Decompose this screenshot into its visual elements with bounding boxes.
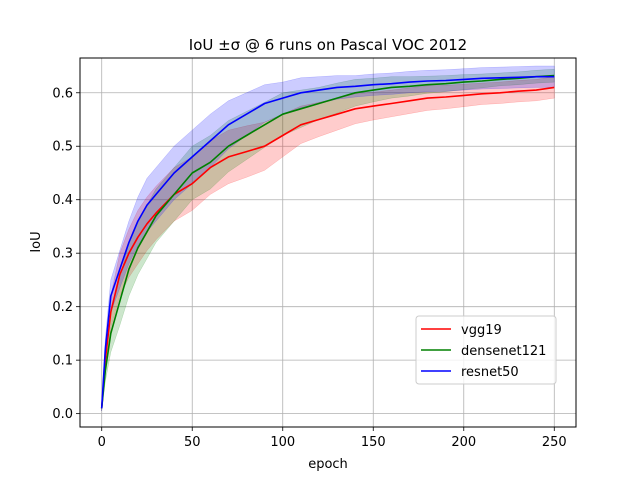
- y-axis-label: IoU: [29, 231, 44, 252]
- vgg19-line: [100, 86, 555, 409]
- y-tick-label: 0.2: [52, 300, 73, 315]
- y-axis-ticks: 0.0 0.1 0.2 0.3 0.4 0.5 0.6: [52, 86, 80, 422]
- legend-label-resnet50: resnet50: [461, 365, 519, 380]
- grid: [80, 58, 576, 427]
- series-lines: [100, 74, 555, 409]
- chart-title: IoU ±σ @ 6 runs on Pascal VOC 2012: [189, 36, 467, 54]
- y-tick-label: 0.0: [52, 407, 73, 422]
- y-tick-label: 0.1: [52, 354, 73, 369]
- x-tick-label: 250: [542, 435, 567, 450]
- resnet50-line: [100, 75, 555, 409]
- x-tick-label: 200: [451, 435, 476, 450]
- legend: vgg19 densenet121 resnet50: [415, 315, 557, 385]
- x-tick-label: 100: [270, 435, 295, 450]
- y-tick-label: 0.5: [52, 140, 73, 155]
- x-tick-label: 50: [184, 435, 201, 450]
- x-axis-ticks: 0 50 100 150 200 250: [98, 427, 567, 450]
- plot-area-frame: [79, 57, 577, 428]
- y-tick-label: 0.4: [52, 193, 73, 208]
- x-axis-label: epoch: [308, 457, 348, 472]
- x-tick-label: 0: [98, 435, 106, 450]
- legend-box: [415, 315, 557, 385]
- densenet121-sigma-band: [101, 68, 555, 412]
- x-tick-label: 150: [361, 435, 386, 450]
- y-tick-label: 0.6: [52, 86, 73, 101]
- legend-label-densenet121: densenet121: [461, 344, 546, 359]
- y-tick-label: 0.3: [52, 247, 73, 262]
- densenet121-line: [100, 74, 555, 409]
- legend-label-vgg19: vgg19: [461, 323, 502, 338]
